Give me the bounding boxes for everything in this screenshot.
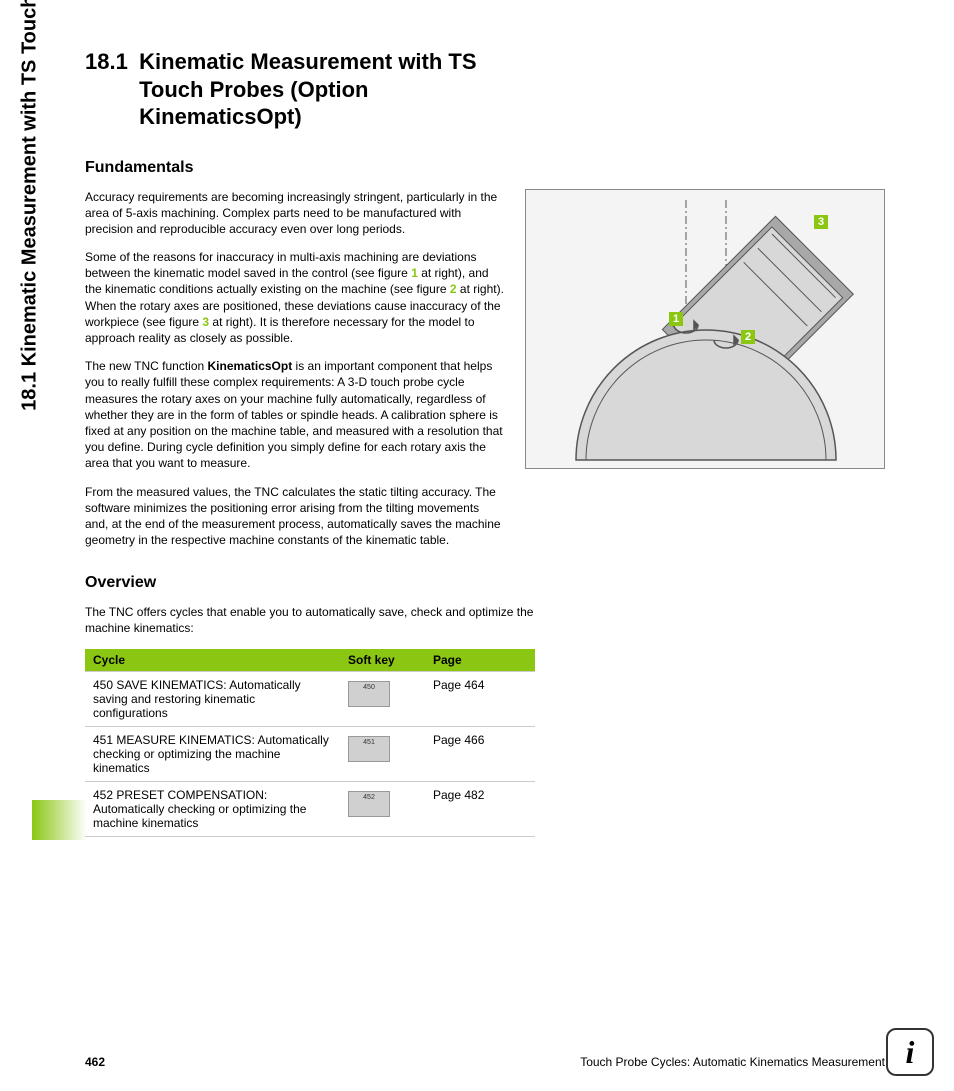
figure-marker-2: 2 bbox=[741, 330, 755, 344]
cycle-cell: 450 SAVE KINEMATICS: Automatically savin… bbox=[85, 671, 340, 726]
fundamentals-text: Accuracy requirements are becoming incre… bbox=[85, 189, 505, 561]
kinematics-diagram-svg bbox=[526, 190, 886, 470]
figure-marker-1: 1 bbox=[669, 312, 683, 326]
page-cell: Page 466 bbox=[425, 726, 535, 781]
softkey-cell: 450 bbox=[340, 671, 425, 726]
fundamentals-p3: The new TNC function KinematicsOpt is an… bbox=[85, 358, 505, 471]
figure-marker-3: 3 bbox=[814, 215, 828, 229]
col-page: Page bbox=[425, 649, 535, 672]
kinematics-figure: 1 2 3 bbox=[525, 189, 885, 469]
fundamentals-heading: Fundamentals bbox=[85, 159, 885, 177]
fig-ref-1: 1 bbox=[411, 266, 418, 280]
softkey-icon-450[interactable]: 450 bbox=[348, 681, 390, 707]
overview-heading: Overview bbox=[85, 574, 885, 592]
col-softkey: Soft key bbox=[340, 649, 425, 672]
cycle-cell: 451 MEASURE KINEMATICS: Automatically ch… bbox=[85, 726, 340, 781]
section-title: Kinematic Measurement with TS Touch Prob… bbox=[139, 48, 519, 131]
fig-ref-2: 2 bbox=[450, 282, 457, 296]
page-number: 462 bbox=[85, 1055, 105, 1069]
table-row: 450 SAVE KINEMATICS: Automatically savin… bbox=[85, 671, 535, 726]
fundamentals-p4: From the measured values, the TNC calcul… bbox=[85, 484, 505, 549]
section-heading: 18.1 Kinematic Measurement with TS Touch… bbox=[85, 48, 885, 131]
kinematicsopt-keyword: KinematicsOpt bbox=[208, 359, 293, 373]
softkey-cell: 452 bbox=[340, 781, 425, 836]
softkey-icon-452[interactable]: 452 bbox=[348, 791, 390, 817]
sidebar-accent bbox=[32, 800, 87, 840]
fundamentals-p1: Accuracy requirements are becoming incre… bbox=[85, 189, 505, 238]
softkey-icon-451[interactable]: 451 bbox=[348, 736, 390, 762]
table-header-row: Cycle Soft key Page bbox=[85, 649, 535, 672]
cycle-cell: 452 PRESET COMPENSATION: Automatically c… bbox=[85, 781, 340, 836]
table-row: 452 PRESET COMPENSATION: Automatically c… bbox=[85, 781, 535, 836]
page-footer: 462 Touch Probe Cycles: Automatic Kinema… bbox=[85, 1055, 885, 1069]
running-title: 18.1 Kinematic Measurement with TS Touch… bbox=[19, 0, 42, 552]
col-cycle: Cycle bbox=[85, 649, 340, 672]
section-number: 18.1 bbox=[85, 48, 133, 76]
info-icon: i bbox=[886, 1028, 934, 1076]
cycles-table: Cycle Soft key Page 450 SAVE KINEMATICS:… bbox=[85, 649, 535, 837]
page-cell: Page 482 bbox=[425, 781, 535, 836]
overview-intro: The TNC offers cycles that enable you to… bbox=[85, 604, 535, 636]
page-cell: Page 464 bbox=[425, 671, 535, 726]
page-content: 18.1 Kinematic Measurement with TS Touch… bbox=[85, 48, 885, 837]
fundamentals-p2: Some of the reasons for inaccuracy in mu… bbox=[85, 249, 505, 346]
softkey-cell: 451 bbox=[340, 726, 425, 781]
footer-chapter: Touch Probe Cycles: Automatic Kinematics… bbox=[580, 1055, 885, 1069]
table-row: 451 MEASURE KINEMATICS: Automatically ch… bbox=[85, 726, 535, 781]
